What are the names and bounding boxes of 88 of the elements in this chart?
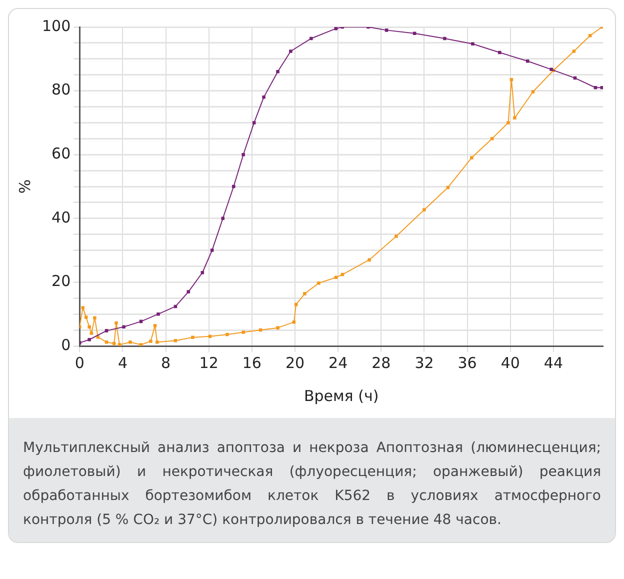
point	[470, 156, 474, 160]
x-tick-label: 24	[328, 354, 348, 372]
point	[573, 76, 577, 80]
point	[340, 272, 344, 276]
point	[310, 36, 313, 40]
point	[84, 316, 88, 319]
point	[412, 32, 416, 36]
point	[506, 121, 510, 124]
point	[588, 34, 592, 38]
point	[510, 78, 514, 82]
point	[153, 324, 157, 328]
point	[422, 208, 426, 212]
x-tick-label: 32	[414, 354, 434, 372]
y-tick-label: 20	[52, 272, 71, 290]
point	[258, 328, 262, 332]
x-tick-label: 40	[500, 354, 520, 372]
point	[443, 36, 446, 40]
x-tick-label: 0	[74, 354, 84, 372]
x-tick-label: 12	[199, 354, 218, 372]
point	[242, 330, 245, 334]
point	[334, 276, 338, 280]
y-tick-label: 100	[42, 16, 71, 35]
point	[174, 338, 178, 342]
point	[317, 282, 320, 285]
point	[112, 342, 116, 346]
point	[226, 332, 229, 336]
text: Мультиплексный анализ апоптоза и некроза Апоптозная (люминесценция; фиолетовый) и некротическая (флуоресценция; оранжевый) реакция обработанных бортезомибом клеток K562 в условиях атмосферного контроля (5 % CO₂ и 37°C) контролировался в течение 48 часов.	[9, 418, 615, 542]
x-tick-label: 16	[242, 354, 262, 372]
point	[384, 28, 388, 32]
point	[294, 302, 298, 306]
point	[149, 340, 152, 343]
point	[186, 290, 190, 294]
x-axis-title: Время (ч)	[304, 386, 379, 405]
point	[531, 90, 535, 94]
point	[210, 248, 214, 252]
y-tick-label: 40	[52, 208, 71, 226]
point	[139, 343, 143, 346]
x-tick-label: 36	[458, 354, 477, 372]
point	[572, 50, 576, 53]
point	[128, 340, 132, 344]
point	[174, 304, 178, 308]
point	[118, 343, 122, 346]
y-tick-label: 80	[52, 80, 71, 99]
point	[289, 50, 292, 53]
point	[88, 325, 91, 328]
point	[208, 334, 212, 338]
point	[221, 216, 224, 220]
point	[368, 258, 371, 262]
point	[446, 186, 450, 190]
point	[156, 312, 160, 316]
point	[104, 340, 108, 344]
point	[550, 68, 553, 72]
x-tick-label: 20	[285, 354, 305, 372]
y-axis-title: %	[16, 179, 34, 194]
point	[93, 316, 96, 320]
point	[156, 340, 159, 344]
point	[81, 306, 84, 310]
point	[88, 338, 91, 342]
point	[526, 60, 530, 63]
point	[594, 86, 598, 90]
point	[276, 326, 280, 330]
point	[513, 116, 516, 120]
point	[122, 325, 126, 328]
point	[498, 50, 502, 54]
x-tick-label: 4	[118, 354, 128, 372]
point	[232, 184, 236, 188]
point	[242, 152, 245, 156]
point	[252, 121, 256, 124]
point	[471, 42, 474, 46]
point	[600, 86, 603, 90]
x-tick-label: 8	[161, 354, 171, 372]
x-tick-label: 44	[544, 354, 564, 372]
point	[276, 70, 280, 74]
x-tick-label: 28	[372, 354, 391, 372]
point	[490, 137, 494, 140]
point	[200, 271, 204, 274]
point	[303, 292, 306, 296]
point	[292, 320, 296, 324]
point	[191, 336, 194, 340]
point	[334, 27, 338, 30]
point	[262, 96, 266, 99]
point	[394, 234, 398, 238]
point	[139, 320, 143, 324]
point	[114, 321, 118, 325]
y-tick-label: 0	[61, 336, 71, 354]
y-tick-label: 60	[52, 144, 71, 162]
point	[104, 329, 108, 332]
point	[90, 332, 94, 335]
